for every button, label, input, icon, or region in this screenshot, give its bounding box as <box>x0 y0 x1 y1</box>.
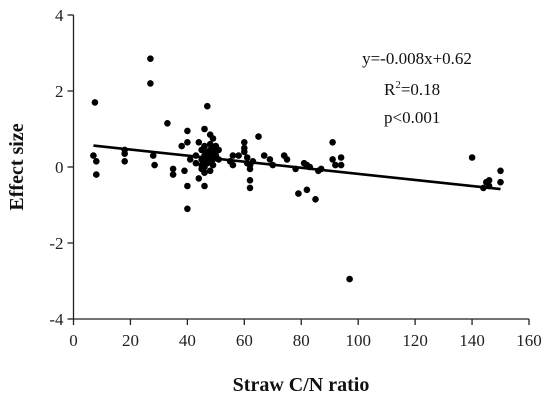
data-point <box>192 159 200 167</box>
data-point <box>209 161 217 169</box>
x-tick-label: 120 <box>402 331 428 350</box>
y-tick-label: 4 <box>55 6 64 25</box>
data-point <box>246 184 254 192</box>
data-point <box>204 102 211 110</box>
data-point <box>147 55 154 62</box>
data-point <box>195 175 203 182</box>
data-point <box>184 205 191 213</box>
x-tick-label: 60 <box>236 331 253 350</box>
data-point <box>206 167 214 175</box>
x-tick-label: 100 <box>345 331 371 350</box>
data-point <box>337 154 345 161</box>
data-point <box>121 158 128 165</box>
x-ticks: 0 20 40 60 80 100 120 140 160 <box>69 319 542 350</box>
x-axis-title: Straw C/N ratio <box>233 374 370 396</box>
data-point <box>184 182 191 190</box>
data-point <box>169 165 177 173</box>
data-point <box>229 161 237 169</box>
data-point <box>186 156 194 163</box>
p-value: p<0.001 <box>384 108 440 127</box>
data-point <box>184 127 191 135</box>
x-tick-label: 0 <box>69 331 78 350</box>
x-tick-label: 80 <box>293 331 310 350</box>
data-point <box>332 161 339 169</box>
y-ticks: -4 -2 0 2 4 <box>49 6 74 329</box>
data-point <box>151 161 158 169</box>
data-point <box>346 275 353 283</box>
data-point <box>255 133 262 140</box>
data-point <box>149 152 157 159</box>
x-tick-label: 40 <box>179 331 196 350</box>
data-point <box>246 177 254 184</box>
data-point <box>497 178 504 186</box>
data-point <box>295 190 302 197</box>
r-squared: R2=0.18 <box>384 79 440 99</box>
data-point <box>246 165 254 173</box>
data-point <box>337 161 345 169</box>
data-point <box>229 152 237 159</box>
data-point <box>201 169 208 176</box>
data-point <box>121 150 128 157</box>
data-point <box>241 139 248 146</box>
data-point <box>303 186 311 194</box>
data-point <box>243 154 251 161</box>
data-point <box>241 148 248 156</box>
y-tick-label: -2 <box>49 234 63 253</box>
data-point <box>184 139 191 146</box>
y-tick-label: -4 <box>49 310 64 329</box>
y-tick-label: 2 <box>55 82 64 101</box>
data-point <box>91 99 99 106</box>
regression-equation: y=-0.008x+0.62 <box>362 49 472 68</box>
data-point <box>201 182 208 190</box>
data-point <box>260 152 268 159</box>
data-point <box>485 177 493 184</box>
data-point <box>329 139 336 146</box>
trendline <box>93 144 501 191</box>
data-point <box>90 152 97 159</box>
data-point <box>201 142 208 150</box>
x-tick-label: 140 <box>459 331 485 350</box>
data-point <box>93 171 100 178</box>
data-point <box>147 80 154 87</box>
points-layer <box>90 55 504 283</box>
x-tick-label: 160 <box>516 331 542 350</box>
data-point <box>164 120 171 127</box>
data-point <box>283 156 291 163</box>
data-point <box>201 125 208 133</box>
data-point <box>181 167 188 175</box>
data-point <box>312 196 319 203</box>
data-point <box>195 139 203 146</box>
data-point <box>93 158 100 165</box>
data-point <box>209 135 217 142</box>
x-tick-label: 20 <box>122 331 139 350</box>
y-tick-label: 0 <box>55 158 64 177</box>
data-point <box>235 152 242 159</box>
data-point <box>215 146 222 154</box>
data-point <box>266 156 274 163</box>
data-point <box>497 167 504 175</box>
data-point <box>169 171 177 178</box>
data-point <box>329 156 336 163</box>
data-point <box>178 142 185 150</box>
y-axis-title: Effect size <box>6 123 28 210</box>
data-point <box>468 154 476 161</box>
